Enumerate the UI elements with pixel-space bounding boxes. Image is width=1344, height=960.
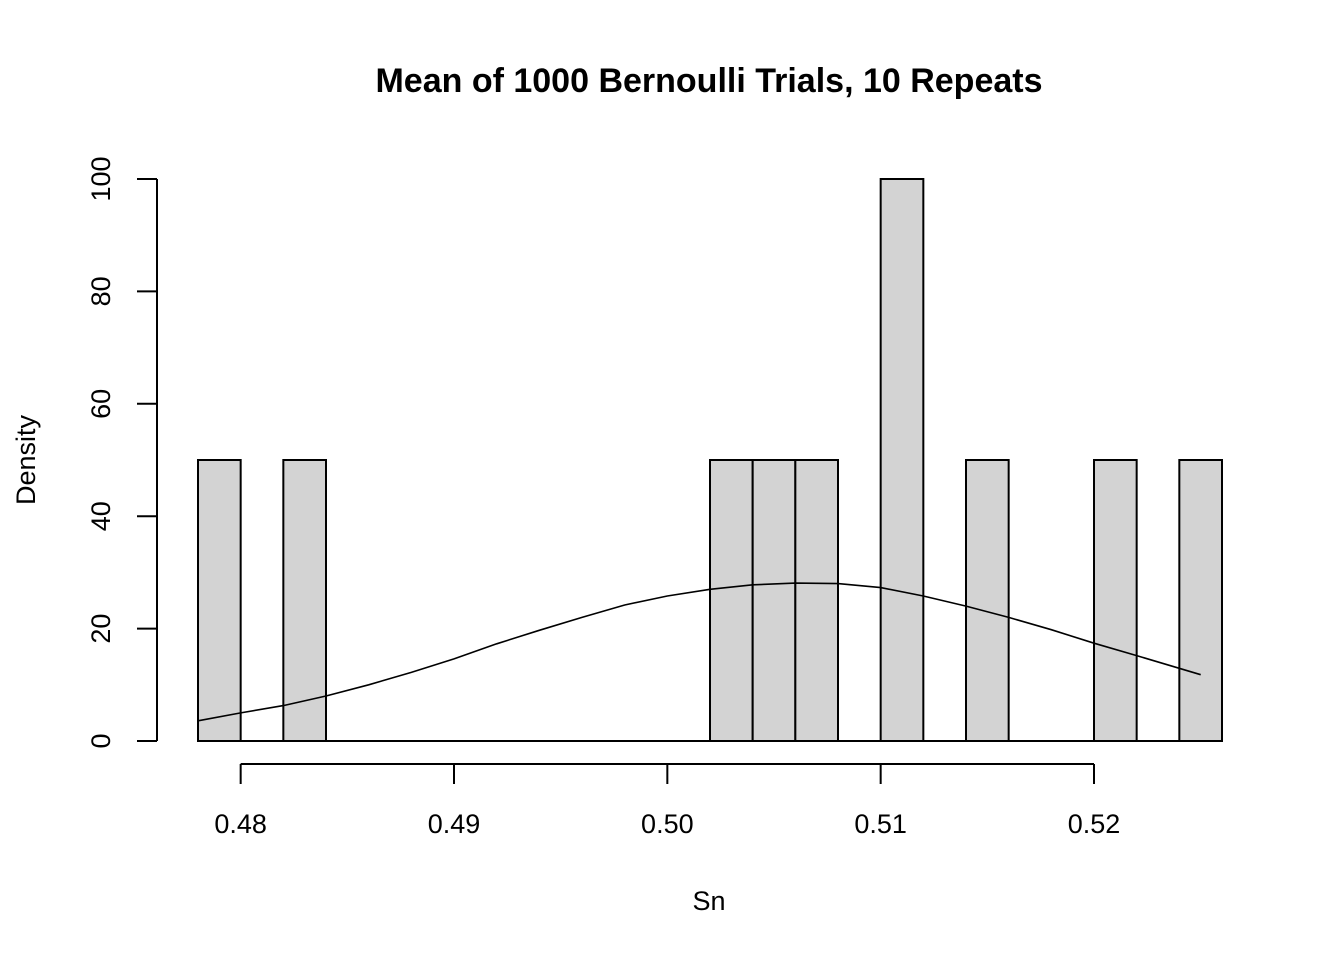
y-axis-label: Density <box>11 414 41 505</box>
histogram-bar-3 <box>751 459 797 742</box>
histogram-bar-1 <box>282 459 328 742</box>
histogram-bar-7 <box>1093 459 1138 742</box>
histogram-bar-0 <box>197 459 242 742</box>
y-tick-label-5: 100 <box>86 156 116 201</box>
x-axis: 0.48 0.49 0.50 0.51 0.52 <box>214 763 1121 839</box>
y-tick-label-2: 40 <box>86 501 116 531</box>
x-tick-label-4: 0.52 <box>1068 809 1121 839</box>
histogram-bar-6 <box>965 459 1010 742</box>
chart-title: Mean of 1000 Bernoulli Trials, 10 Repeat… <box>375 62 1042 100</box>
x-tick-label-1: 0.49 <box>428 809 481 839</box>
y-tick-label-4: 80 <box>86 276 116 306</box>
y-tick-label-0: 0 <box>86 733 116 748</box>
x-tick-label-3: 0.51 <box>854 809 907 839</box>
y-tick-label-3: 60 <box>86 389 116 419</box>
density-curve-layer <box>197 582 1201 722</box>
y-tick-label-1: 20 <box>86 614 116 644</box>
histogram-bar-5 <box>879 178 925 742</box>
x-axis-label: Sn <box>692 886 725 916</box>
histogram-bar-8 <box>1178 459 1224 742</box>
y-axis: 0 20 40 60 80 100 <box>86 156 158 749</box>
x-tick-label-0: 0.48 <box>214 809 267 839</box>
density-curve <box>197 582 1201 722</box>
histogram-bar-2 <box>709 459 754 742</box>
histogram-bars <box>197 178 1224 742</box>
x-tick-label-2: 0.50 <box>641 809 694 839</box>
histogram-bar-4 <box>794 459 839 742</box>
